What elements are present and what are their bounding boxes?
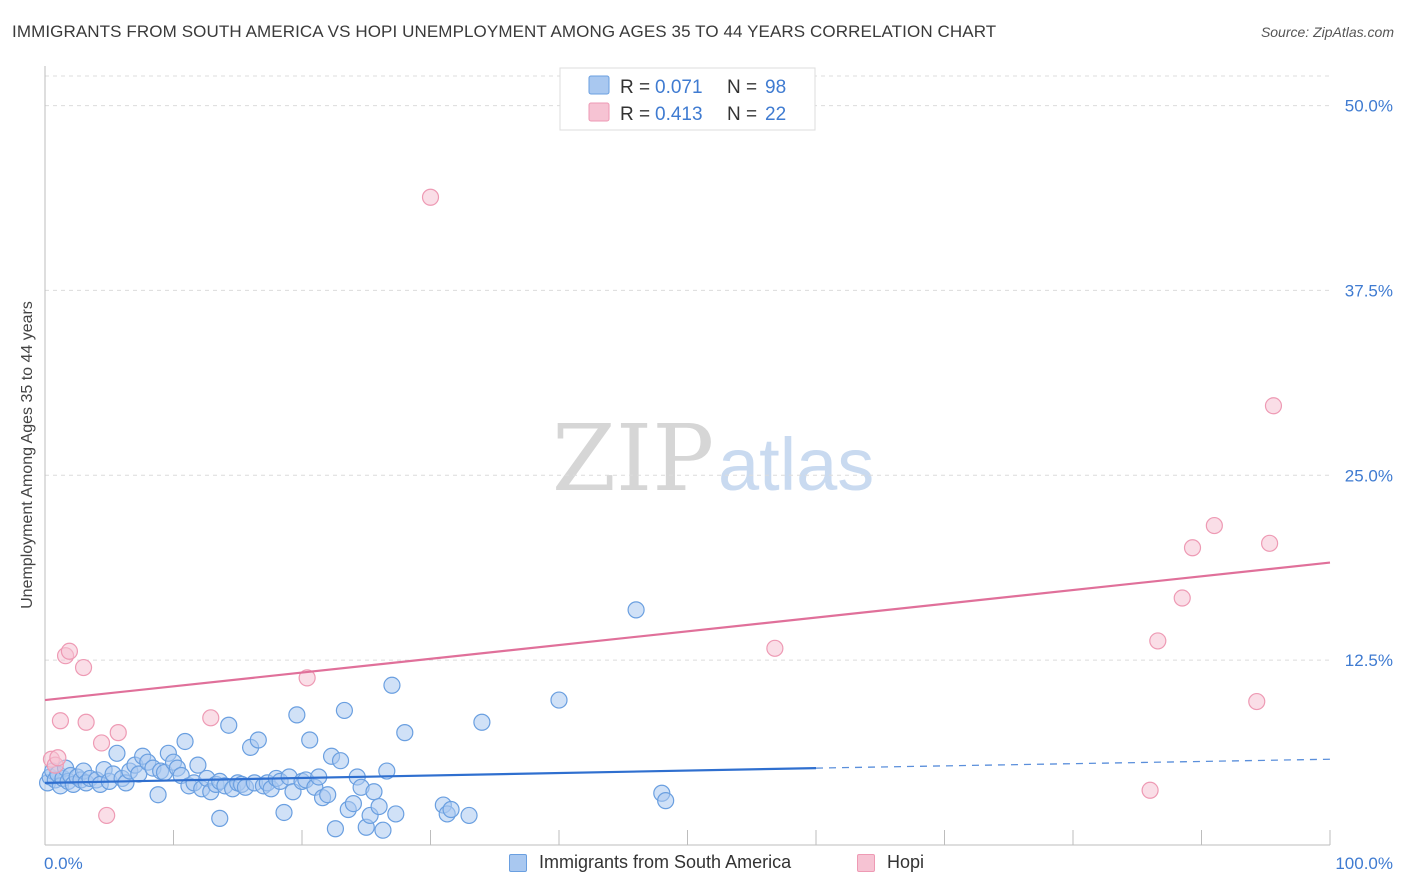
data-points [38, 188, 1283, 839]
gridlines [45, 75, 1330, 661]
point-hopi [98, 806, 116, 825]
y-tick-label: 37.5% [1345, 281, 1393, 300]
point-immigrants [442, 800, 460, 819]
point-immigrants [108, 744, 126, 762]
point-hopi [49, 749, 67, 767]
legend-r-label-2: R = [620, 104, 650, 125]
x-tick-label: 0.0% [44, 854, 83, 873]
legend-n-value-1: 98 [765, 77, 786, 98]
bottom-legend-swatch-hopi [857, 853, 875, 872]
legend-n-value-2: 22 [765, 104, 786, 125]
point-hopi [298, 669, 316, 687]
point-immigrants [176, 732, 194, 751]
legend-r-label-1: R = [620, 77, 650, 98]
point-immigrants [550, 691, 568, 709]
point-hopi [1261, 534, 1279, 552]
legend-swatch-hopi [588, 102, 610, 122]
point-hopi [202, 709, 220, 727]
legend-r-value-1: 0.071 [655, 77, 703, 98]
legend-n-label-1: N = [727, 77, 757, 98]
point-immigrants [657, 792, 675, 810]
point-immigrants [627, 601, 645, 619]
point-immigrants [301, 731, 319, 749]
point-immigrants [326, 820, 345, 838]
point-immigrants [319, 786, 337, 804]
point-immigrants [331, 752, 350, 770]
point-hopi [92, 734, 111, 752]
point-hopi [1173, 589, 1191, 607]
point-immigrants [149, 786, 167, 804]
y-tick-label: 12.5% [1345, 651, 1393, 670]
bottom-legend-immigrants: Immigrants from South America [509, 852, 791, 873]
point-hopi [1264, 397, 1283, 415]
axes [44, 66, 1331, 846]
point-immigrants [335, 701, 354, 720]
watermark-atlas: atlas [718, 423, 874, 506]
bottom-legend-label-hopi: Hopi [887, 852, 925, 872]
legend-r-value-2: 0.413 [655, 104, 703, 125]
trend-line-immigrants-dashed [815, 758, 1331, 769]
trend-line-hopi [44, 561, 1331, 702]
x-tick-label: 100.0% [1335, 854, 1393, 873]
point-hopi [421, 188, 440, 206]
point-immigrants [365, 783, 383, 801]
source-label: Source: ZipAtlas.com [1260, 24, 1394, 40]
chart-title: IMMIGRANTS FROM SOUTH AMERICA VS HOPI UN… [12, 22, 997, 41]
point-immigrants [374, 821, 392, 839]
point-immigrants [383, 676, 401, 694]
point-hopi [77, 713, 95, 731]
tick-labels: 12.5% 25.0% 37.5% 50.0% 0.0% 100.0% [44, 97, 1393, 873]
point-hopi [1183, 539, 1202, 557]
point-immigrants [387, 805, 405, 823]
point-immigrants [249, 731, 267, 749]
trend-lines [44, 561, 1331, 784]
trend-line-immigrants [44, 767, 817, 784]
y-tick-label: 50.0% [1345, 97, 1393, 116]
point-immigrants [378, 762, 396, 780]
point-hopi [1248, 692, 1266, 711]
point-hopi [1149, 632, 1167, 650]
point-hopi [60, 642, 79, 660]
point-immigrants [211, 809, 229, 827]
point-hopi [74, 658, 93, 677]
legend-swatch-immigrants [588, 75, 610, 95]
point-hopi [1141, 781, 1159, 799]
y-tick-label: 25.0% [1345, 466, 1393, 485]
point-immigrants [220, 716, 238, 734]
point-immigrants [473, 713, 491, 731]
legend: R = 0.071 N = 98 R = 0.413 N = 22 [559, 67, 816, 131]
point-immigrants [275, 803, 293, 822]
legend-n-label-2: N = [727, 104, 757, 125]
point-hopi [51, 712, 70, 730]
point-immigrants [460, 806, 478, 825]
bottom-legend-label-immigrants: Immigrants from South America [539, 852, 792, 872]
point-immigrants [396, 724, 414, 742]
point-immigrants [370, 797, 388, 816]
point-immigrants [288, 706, 306, 724]
point-hopi [766, 639, 784, 657]
point-hopi [1205, 516, 1223, 535]
bottom-legend-hopi: Hopi [857, 852, 924, 873]
point-immigrants [189, 756, 207, 774]
watermark-zip: ZIP [552, 405, 714, 512]
bottom-legend-swatch-immigrants [509, 853, 527, 872]
point-immigrants [344, 794, 362, 813]
point-hopi [109, 724, 127, 742]
